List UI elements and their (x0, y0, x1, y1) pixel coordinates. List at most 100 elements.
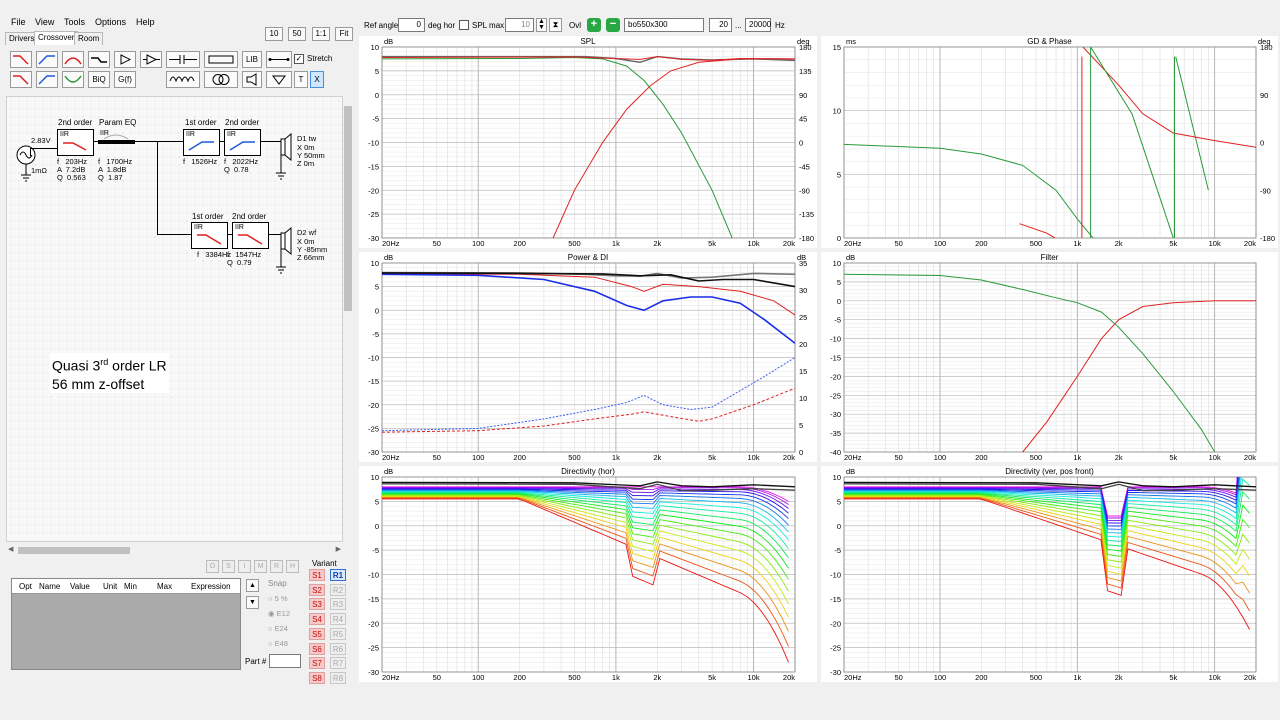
variant-s6-button[interactable]: S6 (309, 642, 325, 655)
part-number-input[interactable] (269, 654, 301, 668)
lib-button[interactable]: LIB (242, 51, 262, 68)
menu-help[interactable]: Help (136, 17, 155, 27)
woofer-lp2-block[interactable]: IIR (232, 222, 269, 249)
inductor-button[interactable] (166, 71, 200, 88)
y-unit-label: dB (384, 253, 393, 262)
zoom-1to1-button[interactable]: 1:1 (312, 27, 330, 41)
bandpass-red-button[interactable] (62, 51, 84, 68)
overlay-name-input[interactable]: bo550x300 (624, 18, 704, 32)
variant-s3-button[interactable]: S3 (309, 598, 325, 611)
capacitor-button[interactable] (166, 51, 200, 68)
variant-label: Variant (312, 559, 337, 568)
snap-options: ○ 5 % ◉ E12 ○ E24 ○ E48 (268, 591, 290, 651)
remove-overlay-icon[interactable]: − (606, 18, 620, 32)
amplifier-button[interactable] (114, 51, 136, 68)
resistor-button[interactable] (204, 51, 238, 68)
opt-r-button[interactable]: R (270, 560, 283, 573)
highpass-iir-block[interactable]: IIR (57, 129, 94, 156)
spl-max-checkbox[interactable] (459, 20, 469, 30)
variant-s8-button[interactable]: S8 (309, 671, 325, 684)
optimizer-parameter-table[interactable]: Opt Name Value Unit Min Max Expression (11, 578, 241, 670)
variant-r5-button[interactable]: R5 (330, 627, 346, 640)
x-tick-label: 5k (1169, 239, 1177, 248)
variant-r8-button[interactable]: R8 (330, 671, 346, 684)
biquad-button[interactable]: BiQ (88, 71, 110, 88)
opt-s-button[interactable]: S (222, 560, 235, 573)
schematic-note[interactable]: Quasi 3rd order LR 56 mm z-offset (50, 353, 169, 393)
highpass-blue-button[interactable] (36, 51, 58, 68)
bandstop-green-button[interactable] (62, 71, 84, 88)
variant-s5-button[interactable]: S5 (309, 627, 325, 640)
zoom-50-button[interactable]: 50 (288, 27, 306, 41)
variant-s2-button[interactable]: S2 (309, 583, 325, 596)
snap-e48-radio[interactable]: ○ E48 (268, 639, 288, 648)
transformer-button[interactable] (204, 71, 238, 88)
tab-room[interactable]: Room (74, 32, 104, 45)
lowpass-red-button[interactable] (10, 51, 32, 68)
spl-max-input[interactable]: 10 (505, 18, 534, 32)
variant-s1-button[interactable]: S1 (309, 569, 325, 581)
transfer-function-button[interactable]: G(f) (114, 71, 136, 88)
variant-r3-button[interactable]: R3 (330, 598, 346, 611)
spl-graph[interactable]: 10 5 0 -5 -10 -15 -20 -25 -30 180 135 90 45 0 -45 -90 -1… (359, 36, 817, 248)
filter-graph[interactable]: 10 5 0 -5 -10 -15 -20 -25 -30 -35 -40 20Hz 50 100 200 5… (821, 252, 1278, 462)
opt-i-button[interactable]: I (238, 560, 251, 573)
vertical-scrollbar[interactable] (343, 96, 353, 542)
variant-r7-button[interactable]: R7 (330, 657, 346, 670)
zoom-10-button[interactable]: 10 (265, 27, 283, 41)
woofer-lp1-block[interactable]: IIR (191, 222, 228, 249)
ref-angle-input[interactable]: 0 (398, 18, 425, 32)
opt-m-button[interactable]: M (254, 560, 267, 573)
zoom-fit-button[interactable]: Fit (335, 27, 353, 41)
variant-s7-button[interactable]: S7 (309, 657, 325, 670)
directivity-hor-graph[interactable]: 10 5 0 -5 -10 -15 -20 -25 -30 20Hz 50 100 200 500 1k 2k… (359, 466, 817, 682)
spl-max-spinner[interactable]: ▲ ▼ (536, 18, 547, 32)
wire-button[interactable] (266, 51, 292, 68)
response-curve (844, 497, 1250, 612)
variant-r1-button[interactable]: R1 (330, 569, 346, 581)
freq-min-input[interactable]: 20 (709, 18, 732, 32)
buffer-button[interactable] (140, 51, 162, 68)
directivity-ver-graph[interactable]: 10 5 0 -5 -10 -15 -20 -25 -30 20Hz 50 100 200 500 1k 2k… (821, 466, 1278, 682)
tab-crossover[interactable]: Crossover (34, 31, 79, 45)
tweeter-hp2-block[interactable]: IIR (224, 129, 261, 156)
driver-button[interactable] (242, 71, 262, 88)
lowpass-red-2-button[interactable] (10, 71, 32, 88)
menu-view[interactable]: View (35, 17, 55, 27)
highpass-blue-2-button[interactable] (36, 71, 58, 88)
y-tick-label: -20 (368, 619, 379, 628)
shelf-button[interactable] (88, 51, 110, 68)
menu-tools[interactable]: Tools (64, 17, 86, 27)
move-down-button[interactable]: ▼ (246, 596, 259, 609)
snap-e12-radio[interactable]: ◉ E12 (268, 609, 290, 618)
text-tool-button[interactable]: T (294, 71, 308, 88)
param-eq-block[interactable]: IIR (98, 129, 135, 156)
x-tick-label: 2k (653, 673, 661, 682)
snap-5-radio[interactable]: ○ 5 % (268, 594, 288, 603)
opt-o-button[interactable]: O (206, 560, 219, 573)
gd-phase-graph[interactable]: 15 10 5 0 180 90 0 -90 -180 20Hz 50 100 200 500 1k 2k 5k… (821, 36, 1278, 248)
opt-h-button[interactable]: H (286, 560, 299, 573)
snap-e24-radio[interactable]: ○ E24 (268, 624, 288, 633)
schematic-canvas[interactable]: 2.83V 1mΩ 2nd order IIR f 203Hz A 7.2dB … (6, 96, 343, 542)
variant-s4-button[interactable]: S4 (309, 613, 325, 626)
add-overlay-icon[interactable]: + (587, 18, 601, 32)
freq-max-input[interactable]: 20000 (745, 18, 771, 32)
x-tick-label: 50 (433, 673, 441, 682)
variant-r6-button[interactable]: R6 (330, 642, 346, 655)
menu-options[interactable]: Options (95, 17, 127, 27)
move-up-button[interactable]: ▲ (246, 579, 259, 592)
horizontal-scrollbar[interactable]: ◀ ▶ (6, 545, 343, 555)
variant-r2-button[interactable]: R2 (330, 583, 346, 596)
hourglass-icon[interactable]: ⧗ (549, 18, 562, 32)
power-di-graph[interactable]: 10 5 0 -5 -10 -15 -20 -25 -30 35 30 25 20 15 10 5 0 20Hz 5… (359, 252, 817, 462)
x-tool-button[interactable]: X (310, 71, 324, 88)
menu-file[interactable]: File (11, 17, 26, 27)
y-tick-label: -20 (368, 186, 379, 195)
variant-r4-button[interactable]: R4 (330, 613, 346, 626)
ground-button[interactable] (266, 71, 292, 88)
tweeter-hp1-block[interactable]: IIR (183, 129, 220, 156)
stretch-checkbox[interactable]: ✓ (294, 54, 304, 64)
response-curve (382, 492, 789, 549)
y-unit-label: dB (384, 37, 393, 46)
